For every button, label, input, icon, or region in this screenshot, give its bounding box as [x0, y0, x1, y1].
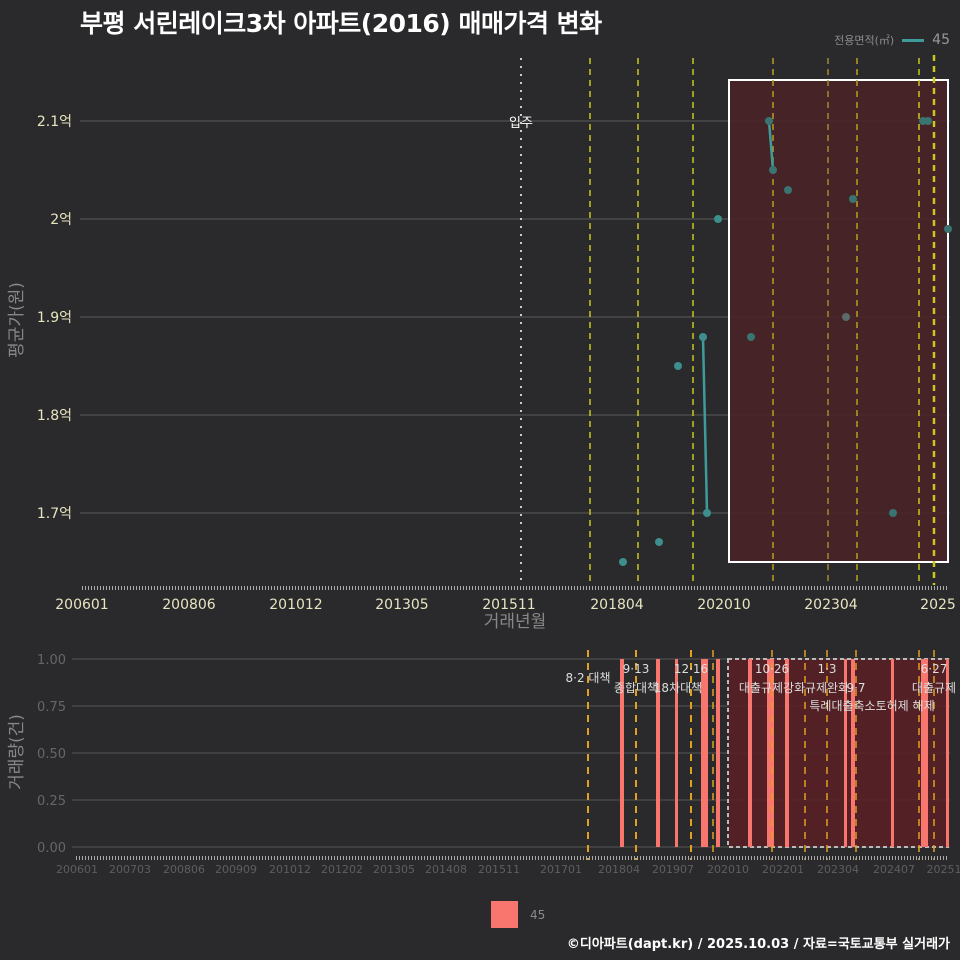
legend-area: 전용면적(㎡) 45 [834, 32, 950, 48]
svg-text:6·27: 6·27 [921, 662, 948, 676]
y-tick-labels: 2.1억 2억 1.9억 1.8억 1.7억 [37, 114, 72, 522]
svg-text:1.00: 1.00 [37, 653, 66, 668]
svg-text:0.50: 0.50 [37, 747, 66, 762]
volume-x-tick-labels: 200601 200703 200806 200909 201012 20120… [56, 863, 960, 876]
policy-annotations: 8·2 대책 9·13 종합대책 12·16 18차대책 10·26 대출규제강… [566, 662, 957, 713]
svg-text:9·13: 9·13 [623, 662, 650, 676]
y-axis-title: 평균가(원) [7, 282, 27, 358]
chart-title: 부평 서린레이크3차 아파트(2016) 매매가격 변화 [80, 9, 602, 38]
svg-text:20251: 20251 [927, 863, 960, 876]
svg-text:201804: 201804 [598, 863, 640, 876]
svg-text:200601: 200601 [56, 863, 98, 876]
volume-y-tick-labels: 1.00 0.75 0.50 0.25 0.00 [37, 653, 66, 856]
svg-text:0.25: 0.25 [37, 794, 66, 809]
svg-text:0.75: 0.75 [37, 700, 66, 715]
volume-bars [620, 659, 949, 847]
svg-text:10·26: 10·26 [755, 662, 789, 676]
svg-text:201907: 201907 [652, 863, 694, 876]
price-chart: 입주 2.1억 2억 1.9억 1.8억 1.7억 200601 200806 [7, 55, 956, 632]
price-points [619, 117, 952, 566]
x-axis-title: 거래년월 [484, 612, 547, 632]
volume-legend-value: 45 [530, 907, 546, 922]
svg-text:201012: 201012 [269, 863, 311, 876]
svg-text:202010: 202010 [707, 863, 749, 876]
volume-y-axis-title: 거래량(건) [7, 714, 27, 790]
svg-text:202407: 202407 [873, 863, 915, 876]
svg-text:202201: 202201 [762, 863, 804, 876]
svg-text:200806: 200806 [163, 863, 205, 876]
legend-line-swatch [902, 38, 925, 42]
svg-text:202304: 202304 [817, 863, 859, 876]
price-line [701, 120, 775, 514]
svg-text:특례대출축소토허제 해제: 특례대출축소토허제 해제 [809, 699, 934, 713]
legend-bar-swatch [491, 901, 518, 928]
svg-text:200806: 200806 [162, 597, 216, 613]
svg-text:202304: 202304 [804, 597, 858, 613]
svg-text:1.7억: 1.7억 [37, 506, 72, 522]
svg-text:대출규제: 대출규제 [912, 681, 956, 695]
highlight-region [728, 79, 949, 563]
svg-text:201701: 201701 [540, 863, 582, 876]
movein-label: 입주 [509, 116, 533, 131]
svg-text:1.9억: 1.9억 [37, 310, 72, 326]
volume-policy-lines [587, 650, 935, 860]
svg-text:8·2 대책: 8·2 대책 [566, 670, 611, 685]
svg-text:2.1억: 2.1억 [37, 114, 72, 130]
svg-text:9·7: 9·7 [846, 681, 865, 695]
svg-text:200601: 200601 [55, 597, 108, 613]
svg-text:200909: 200909 [215, 863, 257, 876]
svg-text:201305: 201305 [375, 597, 428, 613]
legend-value: 45 [932, 32, 950, 48]
svg-text:201305: 201305 [373, 863, 415, 876]
svg-text:1·3: 1·3 [817, 662, 836, 676]
legend-title: 전용면적(㎡) [834, 34, 895, 47]
svg-text:0.00: 0.00 [37, 841, 66, 856]
volume-highlight-region [727, 658, 949, 848]
svg-text:201511: 201511 [478, 863, 520, 876]
volume-gridlines [72, 658, 950, 848]
svg-text:12·16: 12·16 [674, 662, 708, 676]
svg-text:201804: 201804 [590, 597, 644, 613]
svg-text:18차대책: 18차대책 [654, 680, 702, 695]
footer-credit: ©디아파트(dapt.kr) / 2025.10.03 / 자료=국토교통부 실… [566, 937, 950, 952]
svg-text:201012: 201012 [269, 597, 322, 613]
svg-text:1.8억: 1.8억 [37, 408, 72, 424]
svg-text:2025: 2025 [920, 597, 956, 613]
x-tick-labels: 200601 200806 201012 201305 201511 20180… [55, 597, 956, 613]
svg-text:200703: 200703 [109, 863, 151, 876]
svg-text:201511: 201511 [482, 597, 535, 613]
svg-text:202010: 202010 [697, 597, 750, 613]
svg-text:2억: 2억 [50, 212, 72, 228]
svg-text:대출규제강화: 대출규제강화 [739, 681, 805, 695]
svg-text:규제완화: 규제완화 [805, 681, 849, 695]
svg-text:201408: 201408 [425, 863, 467, 876]
policy-lines [589, 55, 936, 585]
svg-text:종합대책: 종합대책 [614, 680, 658, 695]
volume-legend: 45 [491, 901, 545, 928]
svg-text:201202: 201202 [321, 863, 363, 876]
